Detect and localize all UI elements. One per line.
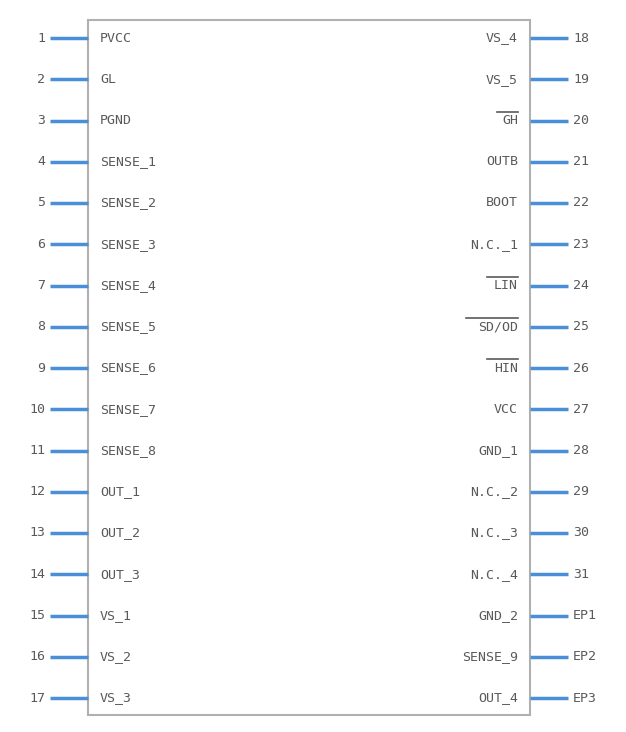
Text: 30: 30 [573, 526, 589, 539]
Text: VS_2: VS_2 [100, 650, 132, 663]
Text: VS_5: VS_5 [486, 72, 518, 86]
Text: EP3: EP3 [573, 692, 597, 704]
Text: N.C._4: N.C._4 [470, 568, 518, 580]
Text: 21: 21 [573, 155, 589, 168]
Text: 5: 5 [37, 196, 45, 209]
Text: SENSE_6: SENSE_6 [100, 362, 156, 375]
Text: 6: 6 [37, 238, 45, 251]
Text: 4: 4 [37, 155, 45, 168]
Text: SENSE_4: SENSE_4 [100, 279, 156, 292]
Text: EP1: EP1 [573, 609, 597, 622]
Text: LIN: LIN [494, 279, 518, 292]
Text: GND_1: GND_1 [478, 444, 518, 457]
Text: OUT_3: OUT_3 [100, 568, 140, 580]
Text: 17: 17 [29, 692, 45, 704]
Text: 11: 11 [29, 444, 45, 457]
Text: SENSE_7: SENSE_7 [100, 403, 156, 416]
Text: 14: 14 [29, 568, 45, 580]
Text: SENSE_8: SENSE_8 [100, 444, 156, 457]
Text: OUT_1: OUT_1 [100, 485, 140, 498]
Text: 12: 12 [29, 485, 45, 498]
Text: 25: 25 [573, 321, 589, 333]
Text: N.C._3: N.C._3 [470, 526, 518, 539]
Text: HIN: HIN [494, 362, 518, 375]
Text: 2: 2 [37, 72, 45, 86]
Text: VS_4: VS_4 [486, 31, 518, 45]
Text: GH: GH [502, 114, 518, 127]
Text: VS_3: VS_3 [100, 692, 132, 704]
Text: 31: 31 [573, 568, 589, 580]
Text: SENSE_9: SENSE_9 [462, 650, 518, 663]
Text: 22: 22 [573, 196, 589, 209]
Text: EP2: EP2 [573, 650, 597, 663]
Text: SD/OD: SD/OD [478, 321, 518, 333]
Text: 19: 19 [573, 72, 589, 86]
Text: 3: 3 [37, 114, 45, 127]
Text: BOOT: BOOT [486, 196, 518, 209]
Text: 28: 28 [573, 444, 589, 457]
Text: 9: 9 [37, 362, 45, 375]
Text: 1: 1 [37, 31, 45, 45]
Text: PVCC: PVCC [100, 31, 132, 45]
Text: GND_2: GND_2 [478, 609, 518, 622]
Text: SENSE_3: SENSE_3 [100, 238, 156, 251]
Text: OUTB: OUTB [486, 155, 518, 168]
Text: 18: 18 [573, 31, 589, 45]
Text: OUT_2: OUT_2 [100, 526, 140, 539]
Bar [88, 20, 530, 715]
Text: SENSE_1: SENSE_1 [100, 155, 156, 168]
Text: PGND: PGND [100, 114, 132, 127]
Text: SENSE_5: SENSE_5 [100, 321, 156, 333]
Text: VCC: VCC [494, 403, 518, 416]
Text: 24: 24 [573, 279, 589, 292]
Text: 15: 15 [29, 609, 45, 622]
Text: 13: 13 [29, 526, 45, 539]
Text: 10: 10 [29, 403, 45, 416]
Text: 7: 7 [37, 279, 45, 292]
Text: VS_1: VS_1 [100, 609, 132, 622]
Text: 16: 16 [29, 650, 45, 663]
Text: 8: 8 [37, 321, 45, 333]
Text: N.C._2: N.C._2 [470, 485, 518, 498]
Text: GL: GL [100, 72, 116, 86]
Text: 27: 27 [573, 403, 589, 416]
Text: 29: 29 [573, 485, 589, 498]
Text: 26: 26 [573, 362, 589, 375]
Text: SENSE_2: SENSE_2 [100, 196, 156, 209]
Text: 23: 23 [573, 238, 589, 251]
Text: N.C._1: N.C._1 [470, 238, 518, 251]
Text: OUT_4: OUT_4 [478, 692, 518, 704]
Text: 20: 20 [573, 114, 589, 127]
